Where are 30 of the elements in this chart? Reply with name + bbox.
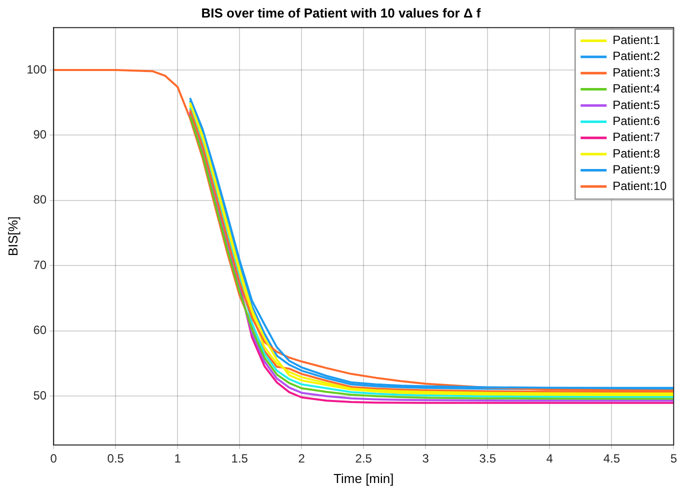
- x-tick-label: 3.5: [479, 452, 496, 466]
- legend-label: Patient:8: [612, 146, 660, 160]
- x-tick-label: 4.5: [603, 452, 620, 466]
- x-axis-title: Time [min]: [334, 470, 394, 486]
- legend-label: Patient:7: [612, 130, 660, 144]
- x-tick-label: 1: [174, 452, 182, 466]
- y-tick-label: 70: [33, 258, 47, 272]
- legend-label: Patient:3: [612, 65, 660, 80]
- x-tick-label: 3: [422, 452, 430, 466]
- legend-label: Patient:5: [612, 98, 660, 112]
- x-tick-label: 4: [546, 452, 554, 466]
- y-tick-label: 50: [33, 388, 47, 402]
- legend-label: Patient:10: [612, 178, 667, 193]
- legend-label: Patient:6: [612, 114, 660, 128]
- y-tick-label: 100: [26, 62, 47, 76]
- y-tick-label: 90: [33, 128, 47, 142]
- legend-label: Patient:1: [612, 33, 660, 48]
- x-tick-label: 1.5: [231, 452, 248, 466]
- legend-label: Patient:4: [612, 82, 660, 96]
- y-tick-label: 60: [33, 323, 47, 338]
- x-tick-label: 0: [50, 452, 58, 466]
- chart-title: BIS over time of Patient with 10 values for Δ f: [201, 5, 482, 20]
- legend-label: Patient:2: [612, 49, 660, 64]
- x-tick-label: 2.5: [355, 452, 372, 466]
- x-tick-label: 5: [670, 452, 678, 466]
- x-tick-label: 2: [298, 452, 306, 466]
- y-tick-label: 80: [33, 192, 47, 207]
- x-tick-label: 0.5: [107, 452, 124, 466]
- y-axis-title: BIS[%]: [5, 216, 20, 256]
- legend-label: Patient:9: [612, 162, 660, 177]
